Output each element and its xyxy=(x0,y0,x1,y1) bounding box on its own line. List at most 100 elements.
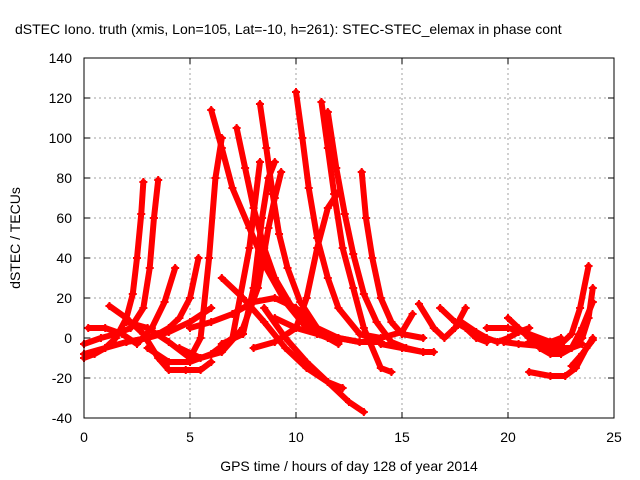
data-point xyxy=(323,378,332,386)
data-point xyxy=(137,210,146,218)
data-point xyxy=(359,408,368,416)
data-point xyxy=(164,358,173,366)
data-point xyxy=(143,324,152,332)
y-tick-label: -20 xyxy=(52,370,72,386)
data-point xyxy=(359,324,368,332)
data-point xyxy=(323,274,332,282)
data-point xyxy=(154,176,163,184)
data-point xyxy=(461,304,470,312)
data-point xyxy=(133,254,141,262)
data-point xyxy=(207,304,216,312)
data-point xyxy=(281,344,290,352)
series-path xyxy=(293,89,384,345)
data-point xyxy=(186,318,194,326)
data-point xyxy=(398,344,406,352)
series-line xyxy=(122,304,216,346)
data-point xyxy=(349,284,358,292)
series-line xyxy=(186,294,322,332)
data-point xyxy=(398,328,406,336)
data-point xyxy=(249,344,258,352)
data-point xyxy=(181,366,190,374)
data-point xyxy=(249,284,258,292)
data-point xyxy=(139,304,148,312)
data-point xyxy=(145,264,154,272)
data-point xyxy=(249,298,258,306)
data-point xyxy=(211,174,220,182)
y-tick-label: 100 xyxy=(49,130,73,146)
data-point xyxy=(239,330,247,338)
series-path xyxy=(261,305,367,415)
data-point xyxy=(317,98,326,106)
x-axis-label: GPS time / hours of day 128 of year 2014 xyxy=(220,458,478,474)
data-point xyxy=(588,298,597,306)
data-point xyxy=(164,328,173,336)
data-point xyxy=(164,338,173,346)
x-tick-label: 25 xyxy=(606,429,622,445)
data-point xyxy=(143,344,152,352)
data-point xyxy=(419,348,428,356)
series-line xyxy=(317,98,396,376)
y-tick-label: 40 xyxy=(56,250,72,266)
data-point xyxy=(482,334,491,342)
data-point xyxy=(355,330,364,338)
series-path xyxy=(318,99,395,375)
series-line xyxy=(260,304,368,416)
data-point xyxy=(292,304,300,312)
data-point xyxy=(260,304,269,312)
data-point xyxy=(584,262,593,270)
data-point xyxy=(292,88,300,96)
y-tick-label: 80 xyxy=(56,170,72,186)
data-point xyxy=(270,314,279,322)
series-line xyxy=(143,158,264,366)
data-point xyxy=(338,384,347,392)
plot-frame xyxy=(83,57,615,419)
series-path xyxy=(208,107,342,347)
data-point xyxy=(429,348,438,356)
data-point xyxy=(118,330,127,338)
data-point xyxy=(160,298,169,306)
data-point xyxy=(239,294,247,302)
data-point xyxy=(101,324,110,332)
data-point xyxy=(207,106,216,114)
data-point xyxy=(387,318,396,326)
data-point xyxy=(436,304,445,312)
series-path xyxy=(123,135,225,361)
series-path xyxy=(81,177,162,347)
data-point xyxy=(270,274,279,282)
data-point xyxy=(270,158,279,166)
data-point xyxy=(338,244,347,252)
data-point xyxy=(525,368,534,376)
data-point xyxy=(245,244,254,252)
y-tick-label: 0 xyxy=(64,330,72,346)
data-point xyxy=(171,264,180,272)
data-point xyxy=(578,324,587,332)
data-point xyxy=(149,214,158,222)
data-point xyxy=(561,372,570,380)
data-point xyxy=(457,318,466,326)
series-path xyxy=(356,311,416,341)
data-point xyxy=(122,338,131,346)
data-point xyxy=(376,364,385,372)
data-point xyxy=(359,290,368,298)
data-point xyxy=(368,254,377,262)
data-point xyxy=(514,340,523,348)
data-point xyxy=(164,366,173,374)
data-point xyxy=(499,338,508,346)
data-point xyxy=(376,338,385,346)
data-point xyxy=(101,344,110,352)
data-point xyxy=(408,310,417,318)
data-point xyxy=(576,304,585,312)
data-point xyxy=(143,334,152,342)
data-point xyxy=(232,124,241,132)
data-point xyxy=(275,230,284,238)
data-point xyxy=(334,304,343,312)
data-point xyxy=(175,344,184,352)
data-point xyxy=(277,168,286,176)
series-line xyxy=(567,336,597,370)
series-line xyxy=(357,168,428,342)
data-point xyxy=(194,254,203,262)
data-point xyxy=(84,324,93,332)
data-point xyxy=(264,224,273,232)
data-point xyxy=(283,264,292,272)
